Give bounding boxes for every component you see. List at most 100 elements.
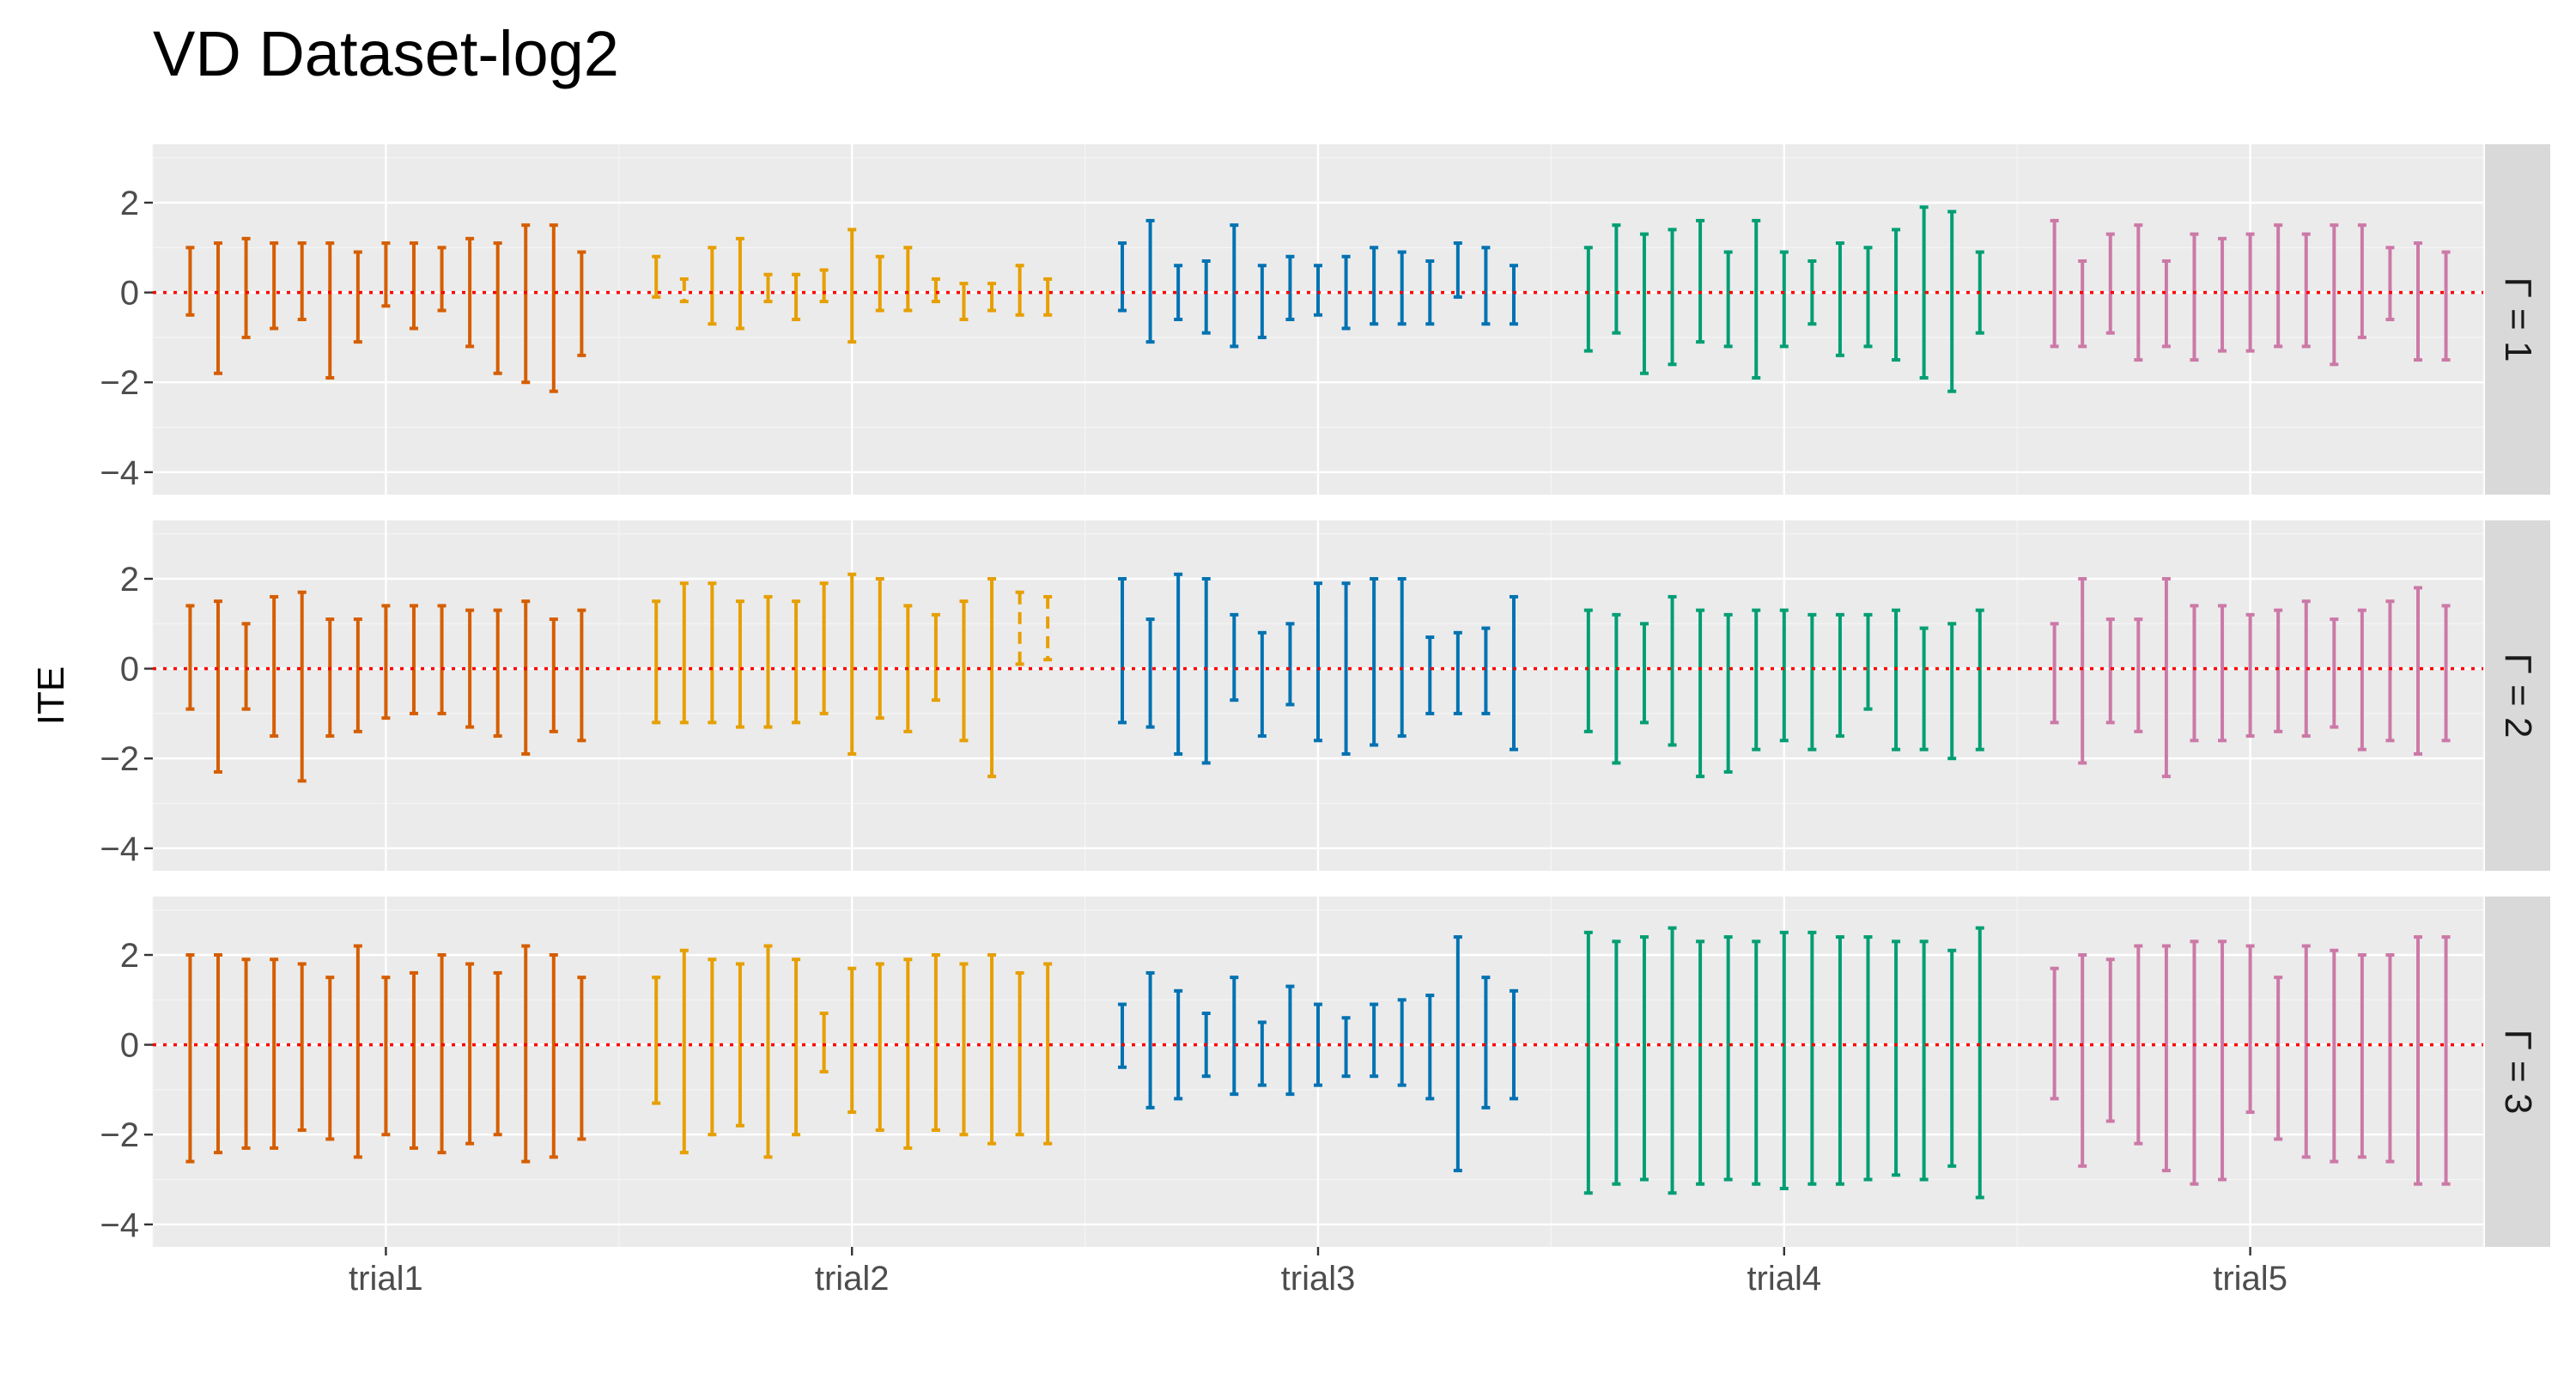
error-bar: [1174, 988, 1183, 1101]
error-bar: [353, 250, 362, 344]
error-bar: [1863, 935, 1873, 1182]
error-bar: [1919, 626, 1929, 751]
error-bar: [1509, 264, 1518, 326]
error-bar: [325, 976, 335, 1141]
x-tick-label: trial5: [2213, 1260, 2287, 1298]
y-axis-title: ITE: [30, 666, 72, 725]
error-bar: [1145, 970, 1155, 1110]
error-bar: [1612, 939, 1621, 1186]
error-bar: [1723, 250, 1733, 349]
error-bar: [1752, 608, 1761, 751]
error-bar: [465, 236, 475, 349]
error-bar: [437, 604, 447, 715]
error-bar: [2190, 232, 2199, 362]
error-bar: [931, 277, 940, 304]
error-bar: [2190, 604, 2199, 743]
error-bar: [1201, 259, 1211, 335]
error-bar: [409, 604, 418, 715]
error-bar: [1453, 630, 1462, 715]
error-bar: [2134, 223, 2143, 362]
error-bar: [652, 254, 661, 299]
error-bar: [2245, 232, 2255, 353]
error-bar: [1425, 259, 1435, 326]
error-bar: [2245, 612, 2255, 739]
error-bar: [735, 236, 744, 331]
error-bar: [185, 604, 195, 711]
x-tick-label: trial2: [815, 1260, 890, 1298]
error-bar: [213, 953, 222, 1155]
error-bar: [1285, 984, 1295, 1097]
error-bar: [1583, 608, 1593, 733]
error-bar: [2301, 944, 2311, 1159]
error-bar: [1118, 577, 1127, 725]
error-bar: [2190, 939, 2199, 1186]
error-bar: [2218, 236, 2227, 353]
error-bar: [959, 962, 969, 1137]
error-bar: [1863, 612, 1873, 711]
error-bar: [381, 976, 391, 1137]
error-bar: [2245, 944, 2255, 1115]
error-bar: [1341, 254, 1351, 331]
error-bar: [213, 241, 222, 375]
error-bar: [1892, 939, 1901, 1177]
error-bar: [1397, 577, 1406, 739]
error-bar: [2330, 223, 2339, 367]
error-bar: [549, 223, 558, 393]
error-bar: [2357, 953, 2366, 1159]
error-bar: [2385, 246, 2395, 321]
error-bar: [2385, 953, 2395, 1164]
series-trial5: [2050, 935, 2451, 1186]
error-bar: [1612, 223, 1621, 335]
error-bar: [1370, 1002, 1379, 1079]
error-bar: [763, 272, 773, 304]
error-bar: [2301, 599, 2311, 739]
error-bar: [903, 246, 913, 313]
error-bar: [1174, 572, 1183, 756]
error-bar: [875, 254, 884, 313]
error-bar: [652, 599, 661, 725]
error-bar: [1257, 264, 1267, 339]
error-bar: [1919, 939, 1929, 1182]
y-tick-label: −4: [100, 1207, 139, 1244]
facet-strip: [2485, 144, 2550, 495]
error-bar: [1947, 622, 1957, 761]
series-trial4: [1583, 594, 1984, 779]
error-bar: [1696, 939, 1705, 1186]
error-bar: [270, 241, 279, 331]
error-bar: [1975, 608, 1984, 751]
error-bar: [903, 958, 913, 1150]
series-trial1: [185, 590, 586, 783]
error-bar: [875, 962, 884, 1132]
error-bar: [465, 608, 475, 729]
error-bar: [1145, 617, 1155, 729]
error-bar: [1043, 277, 1053, 317]
series-trial1: [185, 944, 586, 1164]
error-bar: [325, 617, 335, 739]
error-bar: [185, 246, 195, 317]
error-bar: [437, 246, 447, 313]
error-bar: [1639, 622, 1649, 725]
error-bar: [577, 976, 586, 1141]
error-bar: [1015, 264, 1024, 317]
error-bar: [297, 590, 307, 783]
error-bar: [2050, 966, 2059, 1101]
error-bar: [679, 581, 689, 725]
error-bar: [1752, 939, 1761, 1186]
error-bar: [2050, 218, 2059, 349]
error-bar: [959, 282, 969, 321]
error-bar: [2330, 617, 2339, 729]
series-trial4: [1583, 205, 1984, 393]
error-bar: [549, 617, 558, 733]
error-bar: [353, 617, 362, 733]
error-bar: [521, 944, 531, 1164]
error-bar: [1892, 608, 1901, 751]
error-bar: [297, 962, 307, 1132]
error-bar: [1583, 246, 1593, 353]
series-trial4: [1583, 926, 1984, 1200]
error-bar: [2161, 577, 2171, 779]
error-bar: [2414, 586, 2423, 756]
error-bar: [848, 228, 857, 344]
error-bar: [1509, 594, 1518, 751]
y-tick-label: 0: [120, 1027, 139, 1065]
